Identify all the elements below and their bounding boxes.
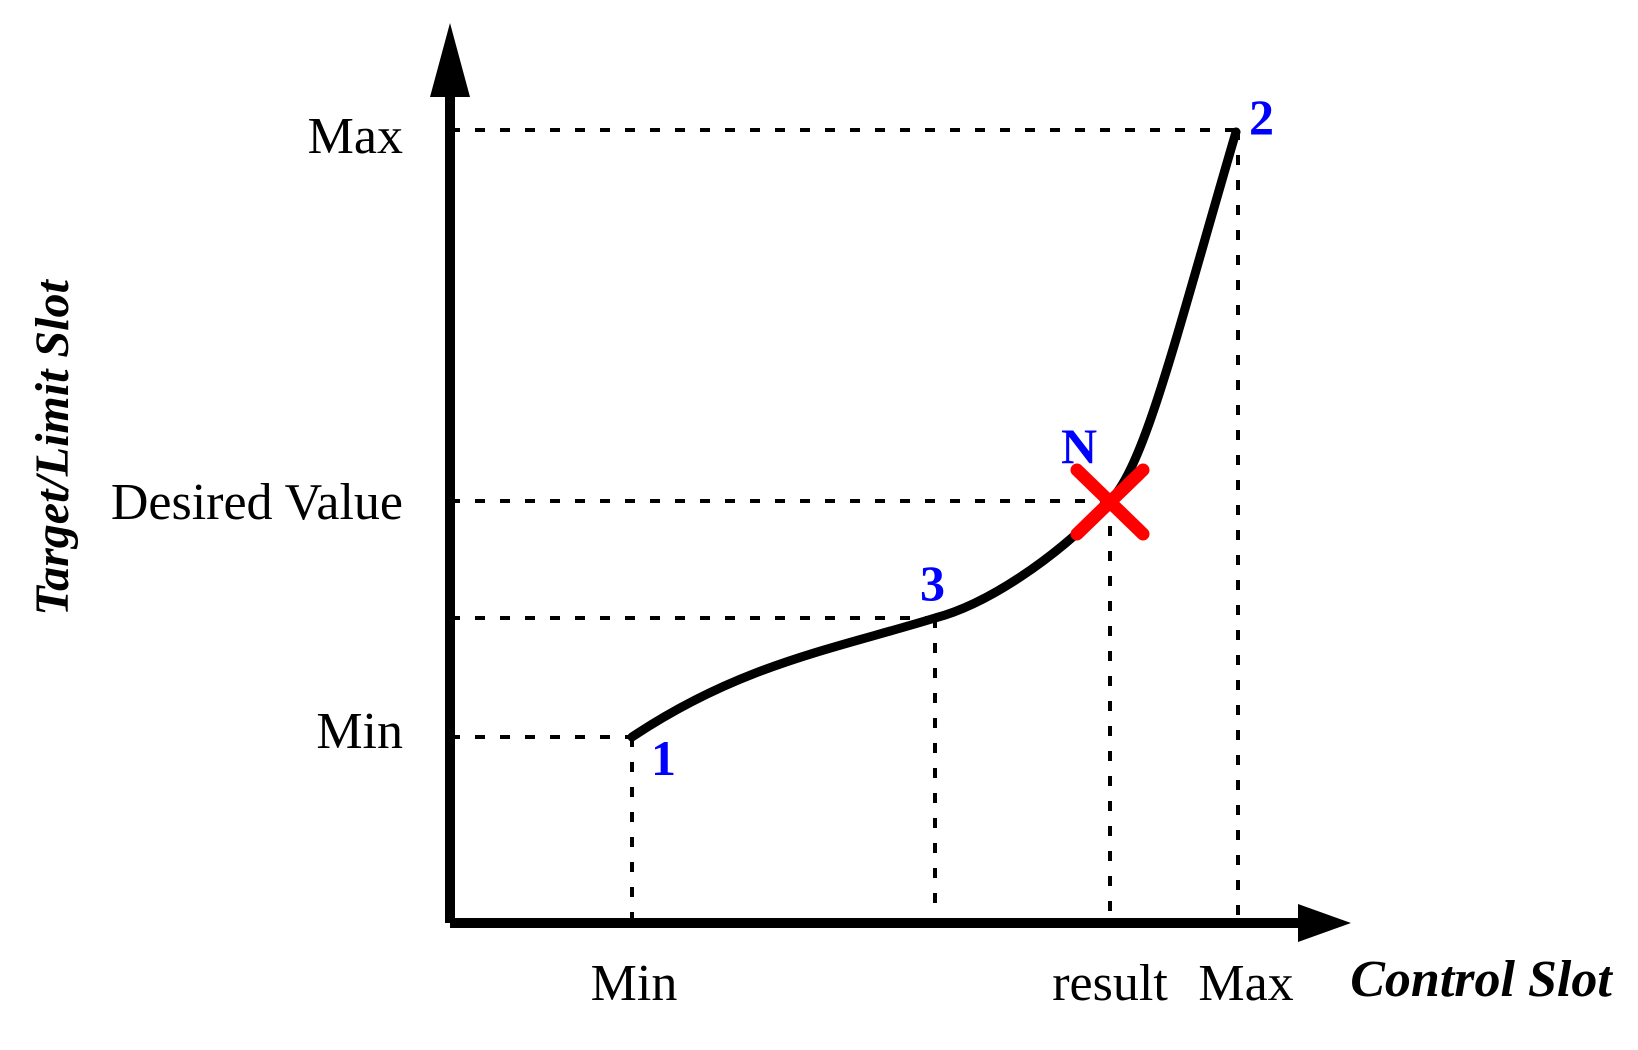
- svg-text:Control Slot: Control Slot: [1350, 951, 1613, 1008]
- svg-text:N: N: [1061, 418, 1097, 474]
- svg-text:Max: Max: [1198, 955, 1293, 1012]
- svg-text:Min: Min: [591, 955, 678, 1012]
- svg-text:3: 3: [920, 555, 945, 611]
- svg-text:Desired Value: Desired Value: [111, 474, 403, 531]
- svg-text:Max: Max: [308, 108, 403, 165]
- svg-text:1: 1: [651, 730, 676, 786]
- svg-text:2: 2: [1249, 89, 1274, 145]
- svg-text:Target/Limit Slot: Target/Limit Slot: [26, 279, 79, 616]
- svg-text:result: result: [1052, 955, 1168, 1012]
- svg-text:Min: Min: [316, 703, 403, 760]
